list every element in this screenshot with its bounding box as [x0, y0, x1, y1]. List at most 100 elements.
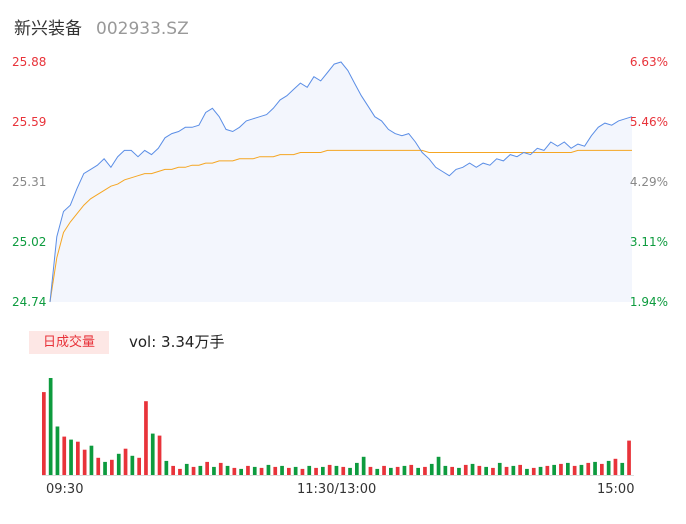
volume-bar — [538, 466, 543, 475]
volume-bar — [593, 461, 597, 475]
volume-bar — [586, 462, 591, 475]
volume-bar — [511, 465, 516, 475]
price-area-fill — [50, 62, 632, 302]
y-left-tick-label: 25.31 — [12, 175, 47, 189]
volume-bar — [218, 462, 223, 475]
volume-bar — [389, 467, 393, 475]
volume-bar — [552, 464, 556, 475]
volume-bar — [273, 466, 278, 475]
volume-bar — [477, 465, 482, 475]
volume-bar — [463, 464, 468, 475]
volume-bar — [572, 465, 577, 475]
volume-bar — [361, 456, 366, 475]
volume-bar — [531, 467, 536, 475]
volume-bar — [42, 392, 46, 475]
volume-bar — [491, 467, 495, 475]
volume-bar — [225, 465, 230, 475]
volume-bar — [382, 465, 386, 475]
volume-bar — [144, 401, 148, 475]
volume-bar — [300, 468, 305, 475]
volume-bar — [321, 466, 325, 475]
x-tick-label: 15:00 — [597, 482, 635, 497]
volume-bar — [89, 445, 94, 475]
volume-bar — [559, 463, 563, 475]
volume-bar — [123, 448, 128, 475]
volume-readout: vol: 3.34万手 — [129, 333, 225, 351]
y-right-tick-label: 4.29% — [629, 175, 668, 189]
volume-bar — [443, 465, 448, 475]
volume-bar — [130, 455, 135, 475]
y-right-tick-label: 1.94% — [629, 295, 668, 309]
volume-bar — [429, 463, 434, 475]
y-left-tick-label: 25.88 — [12, 55, 47, 69]
y-right-tick-label: 5.46% — [629, 115, 668, 129]
volume-bar — [423, 466, 427, 475]
volume-bar — [348, 467, 352, 475]
volume-bar — [82, 449, 87, 475]
volume-bar — [171, 465, 175, 475]
volume-bar — [416, 467, 420, 475]
volume-bar — [566, 462, 570, 475]
volume-bar — [375, 468, 380, 475]
volume-bar — [545, 465, 550, 475]
volume-bar — [110, 459, 114, 475]
volume-bar — [157, 435, 162, 475]
volume-bar — [307, 465, 312, 475]
volume-bar — [184, 463, 189, 475]
y-right-tick-label: 6.63% — [629, 55, 668, 69]
volume-bar — [579, 464, 584, 475]
volume-bar — [62, 436, 67, 475]
average-price-line — [49, 149, 632, 303]
volume-bar — [606, 460, 611, 475]
volume-bar — [266, 464, 271, 475]
volume-bar — [497, 462, 502, 475]
x-tick-label: 11:30/13:00 — [297, 482, 377, 497]
stock-name: 新兴装备 — [14, 19, 82, 39]
volume-bar — [293, 466, 298, 475]
intraday-price-chart — [49, 61, 633, 303]
stock-code: 002933.SZ — [96, 19, 189, 39]
volume-bar — [246, 465, 250, 475]
volume-bar — [627, 440, 631, 475]
volume-bar — [191, 466, 196, 475]
price-line — [49, 61, 633, 303]
volume-bar — [137, 457, 141, 475]
y-left-tick-label: 25.02 — [12, 235, 47, 249]
volume-bar — [436, 456, 441, 475]
volume-bar — [600, 463, 604, 475]
volume-bar — [484, 466, 488, 475]
volume-bar — [395, 466, 400, 475]
volume-bar — [239, 468, 243, 475]
volume-bar — [198, 465, 203, 475]
volume-bar — [69, 439, 73, 475]
volume-bar — [613, 458, 618, 475]
volume-bar — [525, 468, 529, 475]
volume-bar — [368, 466, 373, 475]
stock-header: 新兴装备 002933.SZ — [14, 14, 189, 39]
volume-bar — [314, 467, 318, 475]
volume-bar — [450, 466, 454, 475]
volume-bar — [252, 466, 257, 475]
volume-bar — [150, 433, 155, 475]
y-right-tick-label: 3.11% — [629, 235, 668, 249]
volume-bar — [518, 464, 522, 475]
volume-bar — [178, 468, 182, 475]
volume-bar — [116, 453, 121, 475]
volume-bar — [402, 465, 407, 475]
volume-bar — [504, 466, 509, 475]
volume-bar — [232, 467, 237, 475]
volume-bar — [103, 461, 107, 475]
volume-bar — [259, 467, 264, 475]
x-tick-label: 09:30 — [46, 482, 84, 497]
volume-bar — [205, 461, 209, 475]
volume-bar — [280, 465, 284, 475]
volume-bar — [287, 467, 291, 475]
volume-bar — [409, 464, 414, 475]
volume-bar — [620, 462, 625, 475]
volume-bar — [96, 457, 101, 475]
volume-bar — [355, 462, 359, 475]
y-left-tick-label: 24.74 — [12, 295, 47, 309]
volume-period-badge[interactable]: 日成交量 — [29, 331, 109, 354]
volume-bar — [327, 464, 332, 475]
y-left-tick-label: 25.59 — [12, 115, 47, 129]
